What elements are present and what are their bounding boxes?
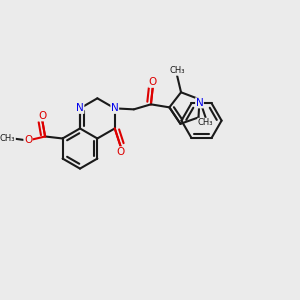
Text: O: O [24,136,32,146]
Text: CH₃: CH₃ [169,66,185,75]
Text: O: O [38,111,46,121]
Text: N: N [111,103,118,113]
Text: O: O [116,147,125,157]
Text: CH₃: CH₃ [198,118,213,127]
Text: O: O [149,77,157,87]
Text: N: N [76,103,84,113]
Text: CH₃: CH₃ [0,134,15,143]
Text: N: N [196,98,203,108]
